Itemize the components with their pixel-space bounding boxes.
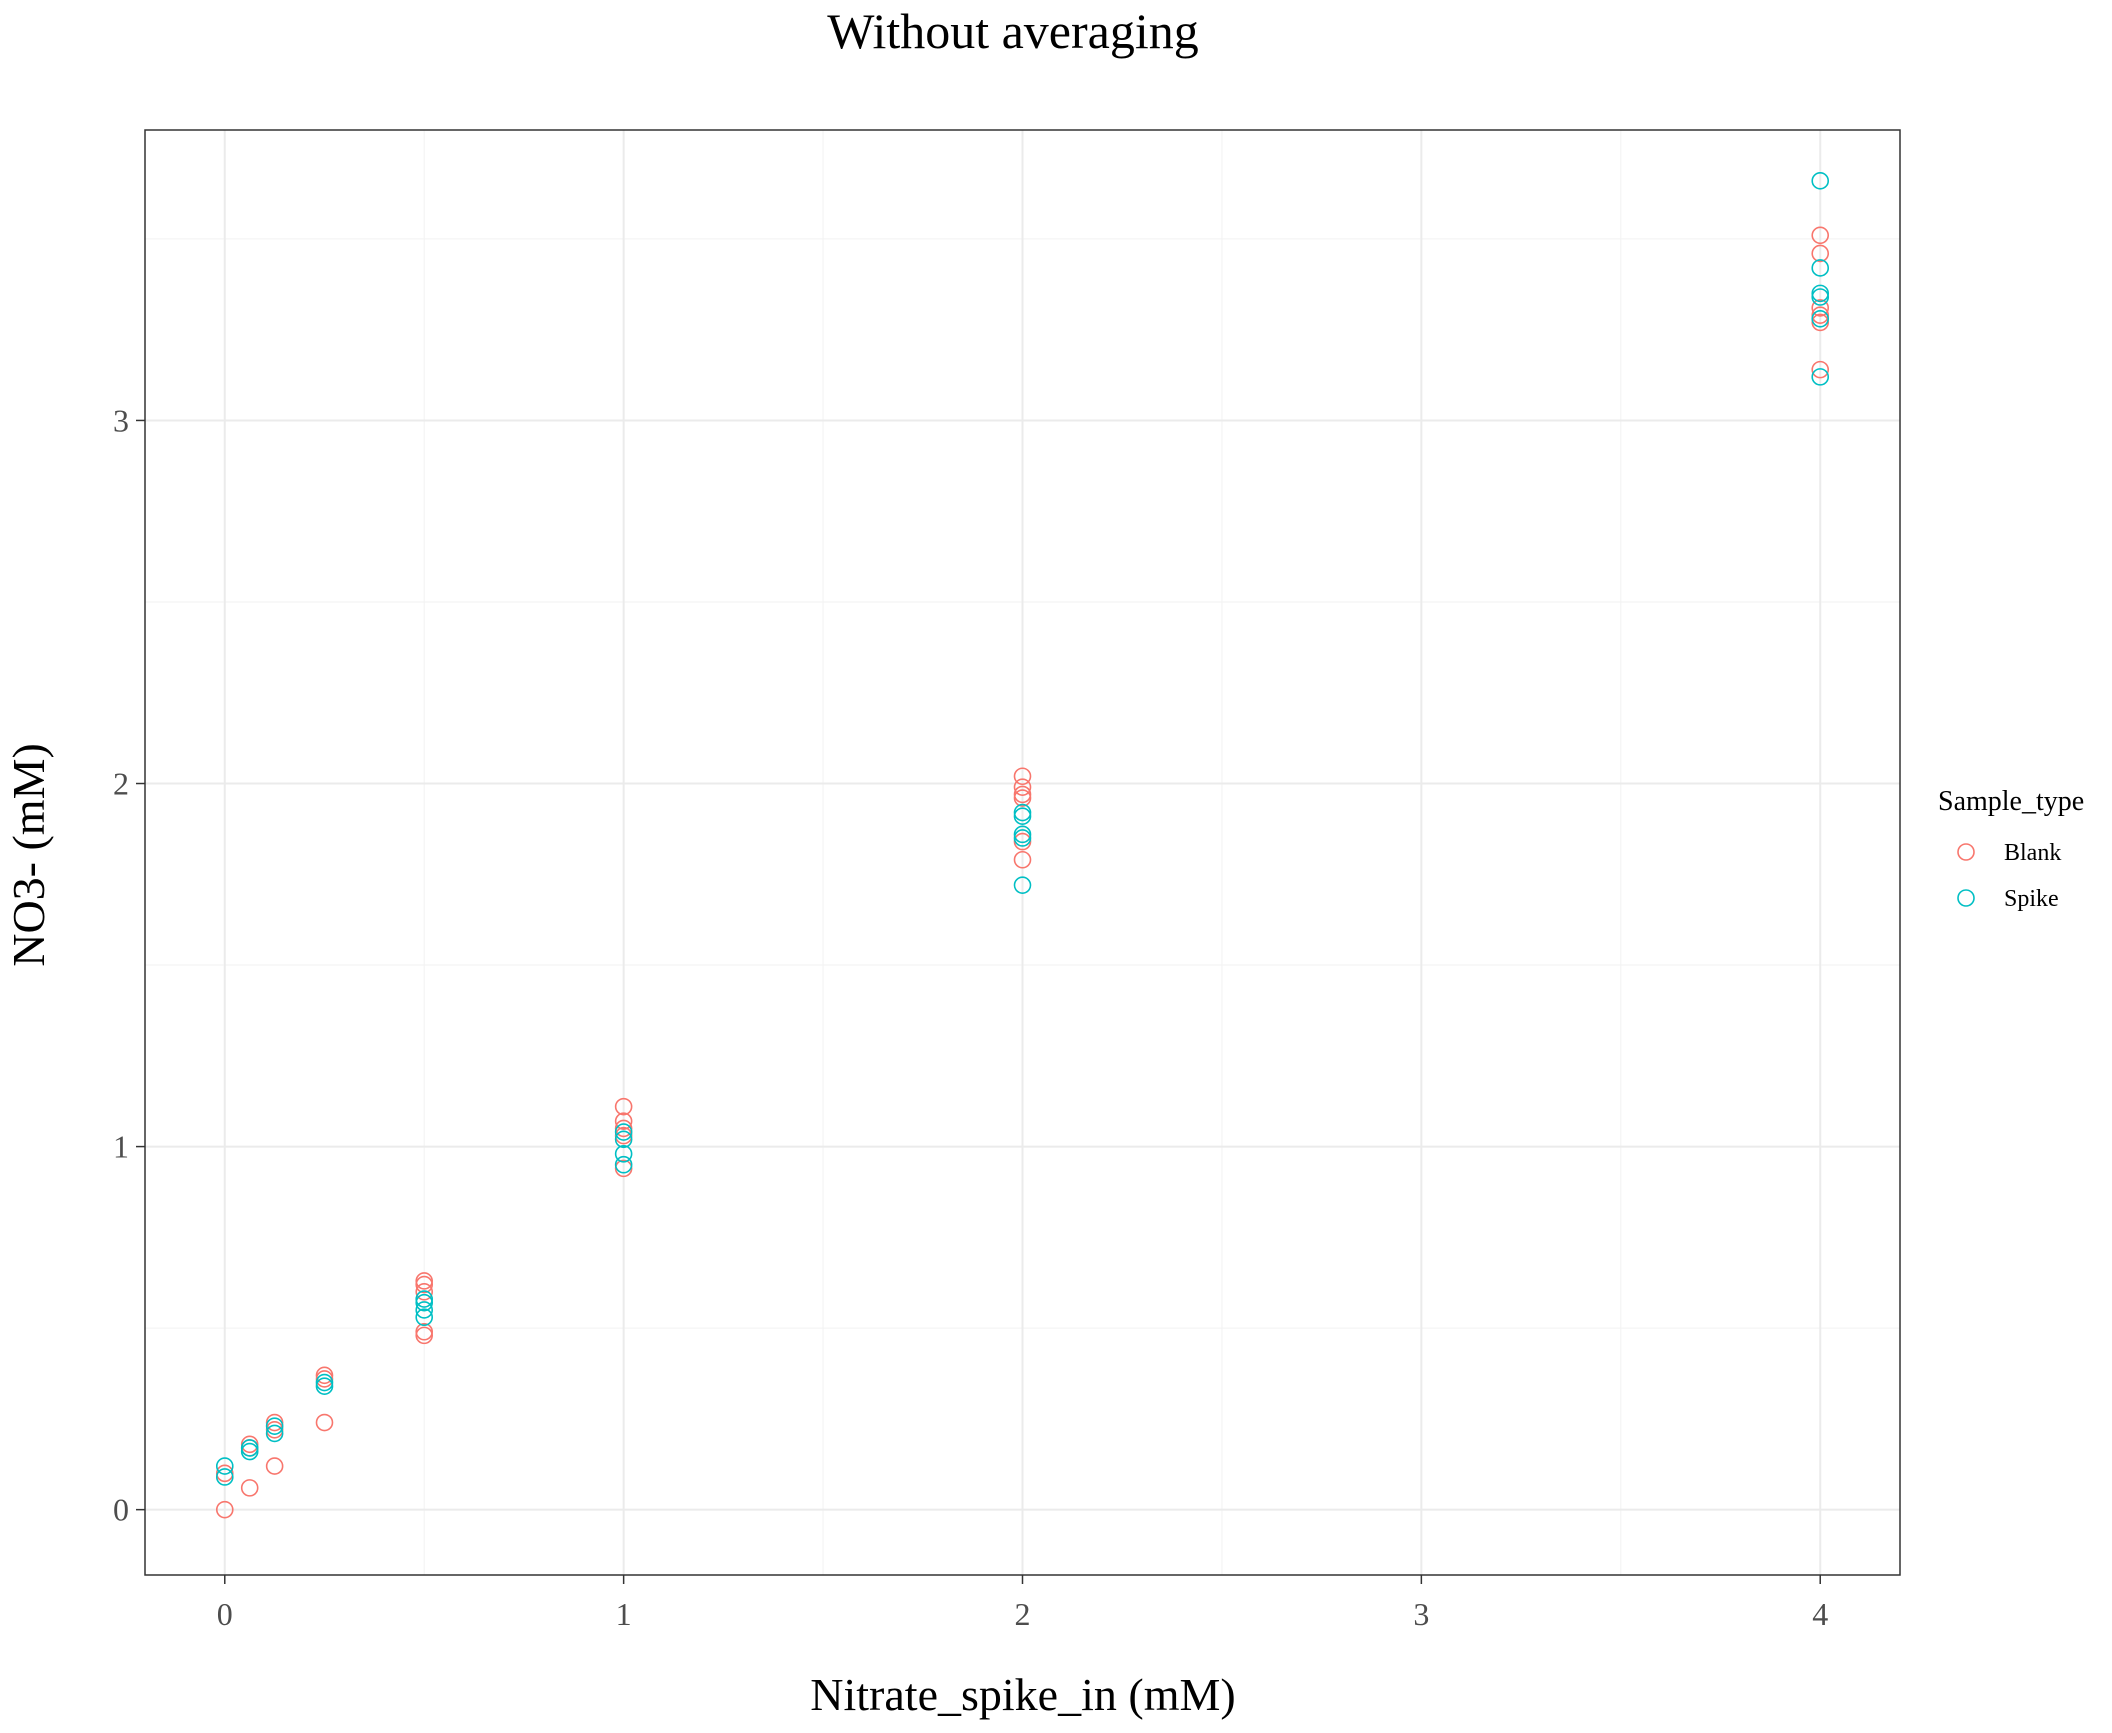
data-point-spike: [1013, 876, 1032, 894]
data-point-spike: [1811, 368, 1830, 386]
x-tick-label: 3: [1413, 1596, 1429, 1632]
data-point-spike: [265, 1417, 284, 1435]
data-point-spike: [415, 1290, 434, 1308]
legend-label-spike: Spike: [2004, 886, 2059, 912]
grid: [145, 130, 1900, 1575]
data-point-blank: [614, 1097, 633, 1116]
data-point-spike: [614, 1145, 633, 1163]
y-axis-label: NO3- (mM): [3, 743, 54, 967]
chart-title: Without averaging: [827, 3, 1198, 59]
data-point-blank: [315, 1413, 334, 1432]
legend-title: Sample_type: [1938, 786, 2084, 817]
data-point-blank: [1013, 785, 1032, 804]
data-point-blank: [1013, 778, 1032, 796]
data-point-blank: [415, 1283, 434, 1301]
data-point-blank: [265, 1457, 284, 1475]
data-point-spike: [240, 1439, 259, 1457]
data-point-blank: [240, 1479, 259, 1497]
data-point-spike: [1811, 259, 1830, 277]
legend-key-blank: [1957, 843, 1975, 861]
data-points: [215, 172, 1830, 1519]
y-tick-label: 3: [113, 402, 129, 438]
legend-items: Blank Spike: [1957, 840, 2061, 912]
legend-key-spike: [1957, 889, 1975, 907]
data-point-blank: [215, 1500, 234, 1519]
data-point-spike: [1013, 825, 1032, 844]
y-tick-label: 0: [113, 1492, 129, 1528]
data-point-spike: [215, 1468, 234, 1486]
data-point-blank: [1811, 226, 1830, 245]
data-point-blank: [415, 1322, 434, 1341]
data-point-blank: [1013, 850, 1032, 869]
data-point-spike: [415, 1301, 434, 1319]
data-point-spike: [614, 1130, 633, 1149]
data-point-blank: [415, 1272, 434, 1290]
data-point-spike: [1811, 172, 1830, 190]
y-tick-label: 2: [113, 766, 129, 802]
data-point-blank: [1013, 767, 1032, 786]
x-tick-label: 4: [1812, 1596, 1828, 1632]
data-point-spike: [614, 1155, 633, 1174]
x-tick-label: 0: [217, 1596, 233, 1632]
data-point-spike: [1811, 309, 1830, 328]
y-tick-label: 1: [113, 1129, 129, 1165]
data-point-spike: [1811, 284, 1830, 303]
data-point-spike: [315, 1373, 334, 1392]
legend: Sample_type Blank Spike: [1938, 786, 2084, 912]
x-tick-label: 1: [616, 1596, 632, 1632]
data-point-blank: [315, 1366, 334, 1385]
data-point-spike: [215, 1457, 234, 1475]
data-point-spike: [265, 1424, 284, 1443]
data-point-blank: [1811, 299, 1830, 317]
legend-label-blank: Blank: [2004, 840, 2061, 866]
data-point-spike: [415, 1308, 434, 1327]
x-axis-label: Nitrate_spike_in (mM): [810, 1669, 1235, 1720]
axes: 0 1 2 3 4 0 1 2 3: [113, 402, 1828, 1632]
data-point-blank: [1811, 360, 1830, 379]
x-tick-label: 2: [1015, 1596, 1031, 1632]
data-point-blank: [614, 1112, 633, 1130]
data-point-spike: [614, 1123, 633, 1141]
data-point-spike: [1013, 803, 1032, 822]
data-point-blank: [1811, 244, 1830, 263]
